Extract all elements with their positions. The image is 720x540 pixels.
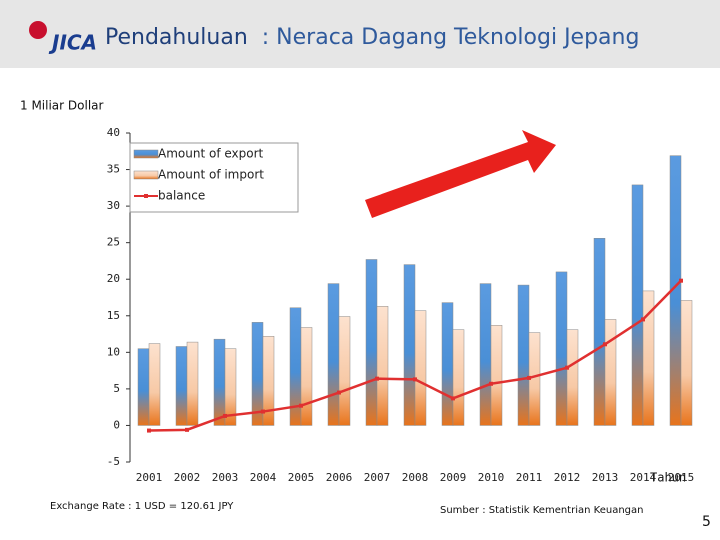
balance-marker — [641, 317, 645, 322]
legend-label: Amount of import — [158, 168, 264, 182]
balance-marker — [413, 377, 417, 382]
bar — [338, 316, 351, 426]
balance-marker — [337, 390, 341, 395]
title-main: Pendahuluan — [105, 25, 248, 50]
source: Sumber : Statistik Kementrian Keuangan — [440, 505, 643, 516]
legend-marker — [144, 194, 148, 198]
y-tick-label: 30 — [107, 199, 120, 212]
balance-marker — [451, 396, 455, 401]
balance-marker — [375, 376, 379, 381]
y-tick-label: 10 — [107, 345, 120, 358]
balance-marker — [603, 342, 607, 347]
x-tick-label: 2001 — [136, 471, 163, 484]
balance-marker — [527, 375, 531, 380]
y-tick-label: 5 — [113, 382, 120, 395]
bar — [566, 329, 579, 426]
y-tick-label: 15 — [107, 309, 120, 322]
balance-marker — [223, 413, 227, 418]
bar — [490, 325, 503, 426]
header-band — [0, 0, 720, 68]
bar — [148, 343, 161, 426]
legend-label: balance — [158, 189, 205, 203]
y-unit: 1 Miliar Dollar — [20, 99, 104, 113]
legend: Amount of export Amount of import balance — [129, 142, 299, 213]
x-tick-label: 2005 — [288, 471, 315, 484]
x-tick-label: 2007 — [364, 471, 391, 484]
x-tick-label: 2010 — [478, 471, 505, 484]
y-tick-label: 0 — [113, 418, 120, 431]
bar — [593, 238, 606, 426]
x-tick-label: 2014 — [630, 471, 657, 484]
bar — [403, 264, 416, 426]
balance-marker — [185, 427, 189, 432]
title: Pendahuluan : Neraca Dagang Teknologi Jep… — [105, 25, 639, 50]
bar — [327, 283, 340, 426]
bar — [680, 300, 693, 426]
bar — [441, 302, 454, 426]
x-tick-label: 2002 — [174, 471, 201, 484]
trend-arrow — [365, 130, 556, 218]
bar — [631, 184, 644, 426]
balance-marker — [679, 278, 683, 283]
x-tick-label: 2003 — [212, 471, 239, 484]
bar — [137, 348, 150, 426]
bar — [479, 283, 492, 426]
title-sub: : Neraca Dagang Teknologi Jepang — [262, 25, 640, 50]
logo-text: JICA — [48, 31, 97, 55]
y-tick-label: 40 — [107, 126, 120, 139]
bar — [186, 341, 199, 426]
logo: JICA — [29, 21, 97, 55]
bar — [604, 319, 617, 426]
bar — [262, 335, 275, 426]
x-tick-label: 2009 — [440, 471, 467, 484]
x-tick-label: 2012 — [554, 471, 581, 484]
x-tick-label: 2013 — [592, 471, 619, 484]
y-tick-label: 35 — [107, 163, 120, 176]
balance-marker — [565, 365, 569, 370]
bar — [452, 329, 465, 426]
bar — [365, 259, 378, 426]
x-tick-label: 2011 — [516, 471, 543, 484]
bar — [300, 327, 313, 426]
legend-swatch — [133, 170, 159, 180]
bar — [224, 348, 237, 426]
bar — [517, 284, 530, 426]
bar — [175, 346, 188, 426]
bar — [213, 338, 226, 426]
x-axis-title: Tahun — [650, 471, 686, 485]
x-tick-label: 2015 — [668, 471, 695, 484]
bar — [376, 306, 389, 426]
legend-swatch — [133, 149, 159, 159]
x-tick-label: 2008 — [402, 471, 429, 484]
balance-marker — [299, 403, 303, 408]
plot: -5 0 5 10 15 20 25 30 35 40 2001 2002 2003 2004 2005 20… — [107, 126, 695, 484]
legend-label: Amount of export — [158, 147, 264, 161]
exchange-rate: Exchange Rate : 1 USD = 120.61 JPY — [50, 501, 234, 512]
bar — [642, 290, 655, 426]
balance-marker — [261, 409, 265, 414]
y-tick-label: 25 — [107, 236, 120, 249]
bar — [414, 310, 427, 426]
x-tick-label: 2006 — [326, 471, 353, 484]
x-tick-label: 2004 — [250, 471, 277, 484]
page-number: 5 — [702, 514, 711, 530]
bar — [555, 271, 568, 426]
balance-marker — [147, 428, 151, 433]
balance-marker — [489, 381, 493, 386]
y-tick-label: 20 — [107, 272, 120, 285]
y-tick-label: -5 — [107, 455, 120, 468]
